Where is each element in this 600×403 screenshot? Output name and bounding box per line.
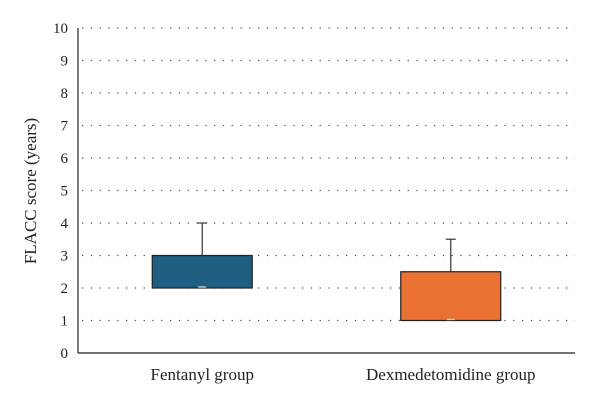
x-category-label: Dexmedetomidine group — [366, 365, 536, 384]
y-tick-label: 7 — [61, 119, 69, 135]
box-body — [400, 271, 502, 322]
box-body — [151, 254, 253, 289]
y-tick-label: 5 — [61, 184, 69, 200]
x-category-labels: Fentanyl group Dexmedetomidine group — [151, 365, 536, 384]
x-category-label: Fentanyl group — [151, 365, 254, 384]
y-tick-label: 3 — [61, 249, 69, 265]
y-tick-label: 9 — [61, 54, 69, 70]
gridlines — [82, 27, 575, 322]
y-tick-labels: 0 1 2 3 4 5 6 7 8 9 10 — [53, 21, 69, 362]
axes — [77, 28, 575, 354]
y-tick-label: 6 — [61, 151, 69, 167]
y-tick-label: 4 — [61, 216, 69, 232]
box-0 — [151, 222, 253, 289]
y-tick-label: 1 — [61, 314, 69, 330]
y-tick-label: 2 — [61, 281, 69, 297]
y-tick-label: 10 — [53, 21, 68, 37]
y-tick-label: 8 — [61, 86, 69, 102]
y-axis-title: FLACC score (years) — [21, 118, 40, 264]
boxes — [151, 222, 502, 322]
y-tick-label: 0 — [61, 346, 69, 362]
box-1 — [400, 238, 502, 322]
